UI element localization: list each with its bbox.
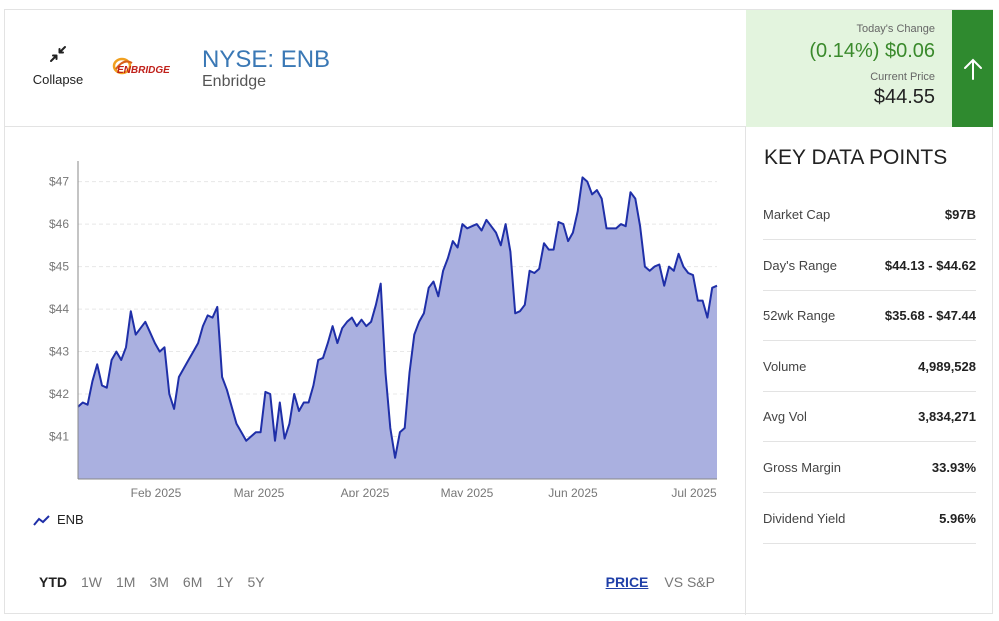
- key-data-label: Dividend Yield: [763, 510, 846, 526]
- price-direction-indicator: [952, 10, 993, 127]
- ticker-symbol: NYSE: ENB: [202, 46, 331, 73]
- chart-mode-selector: PRICE VS S&P: [590, 574, 715, 590]
- x-tick-label: Mar 2025: [234, 486, 285, 497]
- y-tick-label: $46: [49, 217, 69, 231]
- range-1y-button[interactable]: 1Y: [216, 574, 234, 590]
- range-3m-button[interactable]: 3M: [149, 574, 169, 590]
- x-tick-label: Jul 2025: [671, 486, 717, 497]
- x-tick-label: Jun 2025: [548, 486, 598, 497]
- company-logo: ENBRIDGE: [112, 54, 184, 85]
- range-1w-button[interactable]: 1W: [81, 574, 102, 590]
- key-data-row: Volume 4,989,528: [763, 342, 976, 392]
- key-data-row: Market Cap $97B: [763, 190, 976, 240]
- collapse-button[interactable]: Collapse: [27, 44, 89, 90]
- collapse-icon: [50, 46, 66, 62]
- collapse-label: Collapse: [32, 72, 84, 87]
- key-data-label: Market Cap: [763, 207, 831, 222]
- chart-legend: ENB: [33, 512, 84, 527]
- price-line: [77, 176, 718, 459]
- stock-header: Collapse ENBRIDGE NYSE: ENB Enbridge: [5, 10, 746, 127]
- mode-vs-s-p-button[interactable]: VS S&P: [664, 574, 715, 590]
- x-tick-label: Feb 2025: [131, 486, 182, 497]
- legend-label: ENB: [57, 512, 84, 527]
- company-name: Enbridge: [202, 73, 267, 90]
- arrow-up-icon: [963, 58, 982, 80]
- range-6m-button[interactable]: 6M: [182, 574, 203, 590]
- key-data-label: Day's Range: [763, 257, 838, 273]
- key-data-title: KEY DATA POINTS: [764, 146, 948, 169]
- current-price-label: Current Price: [870, 71, 935, 83]
- current-price-value: $44.55: [873, 86, 935, 108]
- key-data-label: Volume: [763, 358, 807, 374]
- key-data-label: Avg Vol: [763, 409, 807, 425]
- key-data-row: Day's Range $44.13 - $44.62: [763, 241, 976, 291]
- x-tick-label: May 2025: [441, 486, 494, 497]
- stock-card: Collapse ENBRIDGE NYSE: ENB Enbridge Tod…: [4, 9, 993, 615]
- y-tick-label: $41: [49, 430, 69, 444]
- key-data-value: $97B: [944, 207, 976, 222]
- range-5y-button[interactable]: 5Y: [247, 574, 265, 590]
- logo-text: ENBRIDGE: [117, 65, 170, 76]
- price-area: [78, 177, 717, 479]
- todays-change-value: (0.14%) $0.06: [809, 40, 935, 62]
- key-data-row: Gross Margin 33.93%: [763, 443, 976, 493]
- key-data-row: Dividend Yield 5.96%: [763, 494, 976, 544]
- range-1m-button[interactable]: 1M: [116, 574, 136, 590]
- mode-price-button[interactable]: PRICE: [605, 574, 649, 590]
- time-range-selector: YTD 1W 1M 3M 6M 1Y 5Y: [39, 574, 279, 590]
- y-tick-label: $44: [49, 302, 69, 316]
- y-tick-label: $45: [49, 260, 69, 274]
- price-chart: $47 $46 $45 $44 $43 $42 $41 Feb 2025 Mar 2025 Apr…: [5, 127, 746, 615]
- key-data-points: KEY DATA POINTS Market Cap $97B Day's Rang…: [746, 127, 993, 615]
- key-data-value: 4,989,528: [918, 358, 976, 374]
- key-data-row: 52wk Range $35.68 - $47.44: [763, 291, 976, 342]
- key-data-label: Gross Margin: [763, 460, 842, 475]
- y-tick-label: $43: [49, 345, 69, 359]
- range-ytd-button[interactable]: YTD: [39, 574, 67, 590]
- key-data-label: 52wk Range: [763, 308, 836, 324]
- line-chart-icon: [33, 514, 50, 526]
- key-data-value: 5.96%: [939, 510, 976, 526]
- key-data-row: Avg Vol 3,834,271: [763, 392, 976, 443]
- key-data-value: 33.93%: [931, 460, 976, 475]
- key-data-value: $44.13 - $44.62: [884, 257, 976, 273]
- key-data-value: $35.68 - $47.44: [884, 308, 976, 324]
- y-tick-label: $47: [49, 175, 69, 189]
- price-chart-svg: $47 $46 $45 $44 $43 $42 $41 Feb 2025 Mar 2025 Apr…: [49, 161, 718, 497]
- key-data-value: 3,834,271: [918, 409, 976, 425]
- x-tick-label: Apr 2025: [341, 486, 390, 497]
- quote-panel: Today's Change (0.14%) $0.06 Current Pri…: [746, 10, 952, 127]
- todays-change-label: Today's Change: [856, 23, 935, 35]
- y-tick-label: $42: [49, 387, 69, 401]
